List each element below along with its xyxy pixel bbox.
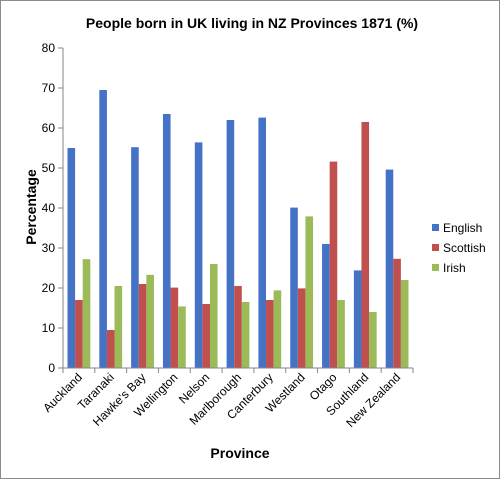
y-tick-label: 80 xyxy=(42,41,56,55)
y-tick-label: 40 xyxy=(42,201,56,215)
bar-irish-canterbury xyxy=(273,290,282,368)
legend-label-irish: Irish xyxy=(443,261,466,275)
y-axis-title: Percentage xyxy=(23,169,39,245)
bar-irish-otago xyxy=(337,300,345,368)
legend-label-scottish: Scottish xyxy=(443,241,486,255)
bar-english-new-zealand xyxy=(385,169,394,368)
y-tick-label: 0 xyxy=(48,361,55,375)
bar-english-canterbury xyxy=(258,117,267,368)
bar-english-southland xyxy=(353,270,362,368)
bar-irish-hawke-s-bay xyxy=(146,274,154,368)
legend-label-english: English xyxy=(443,221,482,235)
bar-scottish-canterbury xyxy=(266,300,274,368)
bar-english-westland xyxy=(290,207,298,368)
bar-irish-marlborough xyxy=(241,302,250,368)
bar-irish-southland xyxy=(369,312,377,368)
legend: English Scottish Irish xyxy=(432,221,486,275)
y-tick-label: 60 xyxy=(42,121,56,135)
legend-swatch-irish xyxy=(432,264,439,271)
bar-scottish-new-zealand xyxy=(393,258,401,368)
bar-english-marlborough xyxy=(226,120,235,368)
bar-scottish-taranaki xyxy=(106,330,115,368)
bar-irish-new-zealand xyxy=(400,280,409,368)
legend-swatch-english xyxy=(432,224,439,231)
bar-english-nelson xyxy=(194,142,203,368)
bar-irish-taranaki xyxy=(114,286,123,368)
bar-scottish-westland xyxy=(297,288,306,368)
y-tick-label: 70 xyxy=(42,81,56,95)
bar-scottish-auckland xyxy=(75,300,83,368)
bar-english-wellington xyxy=(162,114,171,368)
x-tick-label: Auckland xyxy=(40,370,85,415)
bar-scottish-marlborough xyxy=(234,286,242,368)
bar-scottish-nelson xyxy=(202,304,210,368)
chart-title: People born in UK living in NZ Provinces… xyxy=(86,15,418,31)
y-tick-label: 30 xyxy=(42,241,56,255)
bar-english-auckland xyxy=(67,148,76,368)
y-tick-label: 20 xyxy=(42,281,56,295)
bar-scottish-wellington xyxy=(170,287,179,368)
x-axis-title: Province xyxy=(210,445,269,461)
bar-english-taranaki xyxy=(99,90,107,368)
bar-irish-auckland xyxy=(82,259,91,368)
bar-irish-nelson xyxy=(209,264,218,368)
legend-swatch-scottish xyxy=(432,244,439,251)
bar-english-otago xyxy=(322,244,330,368)
bar-scottish-southland xyxy=(361,122,370,368)
bar-english-hawke-s-bay xyxy=(131,147,139,368)
bar-irish-wellington xyxy=(178,306,186,368)
y-tick-label: 50 xyxy=(42,161,56,175)
y-tick-label: 10 xyxy=(42,321,56,335)
bar-scottish-otago xyxy=(329,161,338,368)
bar-irish-westland xyxy=(305,216,314,368)
bar-scottish-hawke-s-bay xyxy=(138,284,147,368)
